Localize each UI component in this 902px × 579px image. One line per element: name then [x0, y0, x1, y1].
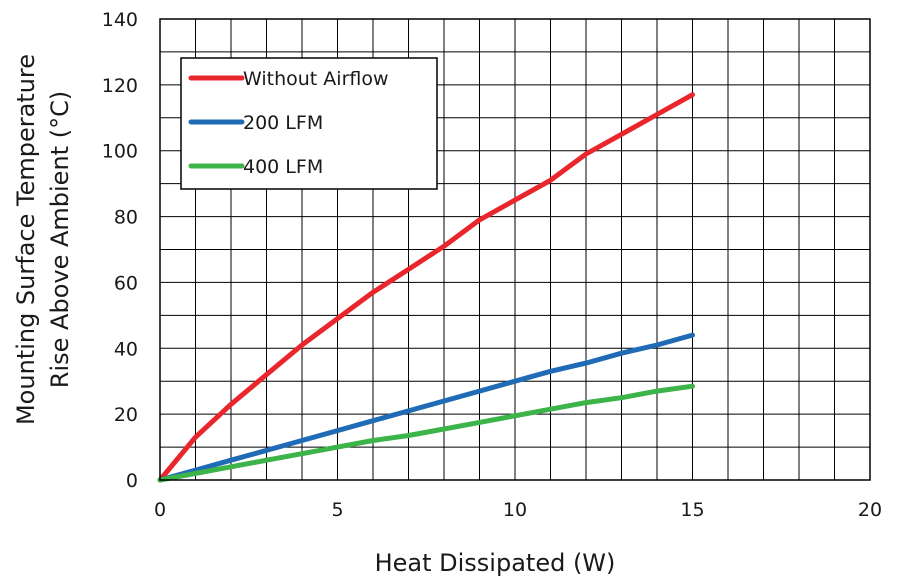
x-tick-label: 15 [680, 499, 704, 521]
x-tick-label: 20 [858, 499, 882, 521]
legend-label: 400 LFM [243, 156, 323, 178]
y-tick-label: 80 [114, 207, 138, 229]
legend-label: 200 LFM [243, 112, 323, 134]
x-tick-label: 0 [154, 499, 166, 521]
x-axis-title: Heat Dissipated (W) [375, 549, 616, 577]
series-line-0 [157, 92, 695, 483]
legend-label: Without Airflow [243, 68, 389, 90]
y-tick-label: 100 [102, 141, 138, 163]
plot-frame [159, 18, 871, 481]
x-tick-labels: 0 5 10 15 20 [154, 499, 882, 521]
y-tick-label: 140 [102, 9, 138, 31]
y-axis-title-line2: Rise Above Ambient (°C) [46, 91, 74, 388]
series-line-2 [157, 383, 695, 483]
y-tick-labels: 0 20 40 60 80 100 120 140 [102, 9, 138, 492]
legend: Without Airflow 200 LFM 400 LFM [180, 57, 438, 190]
x-tick-label: 10 [503, 499, 527, 521]
y-axis-title-line1: Mounting Surface Temperature [12, 54, 40, 425]
y-tick-label: 60 [114, 272, 138, 294]
y-tick-label: 20 [114, 404, 138, 426]
series-line-1 [157, 332, 695, 483]
y-tick-label: 40 [114, 338, 138, 360]
y-tick-label: 0 [126, 470, 138, 492]
series-layer [157, 92, 695, 483]
y-tick-label: 120 [102, 75, 138, 97]
x-tick-label: 5 [331, 499, 343, 521]
